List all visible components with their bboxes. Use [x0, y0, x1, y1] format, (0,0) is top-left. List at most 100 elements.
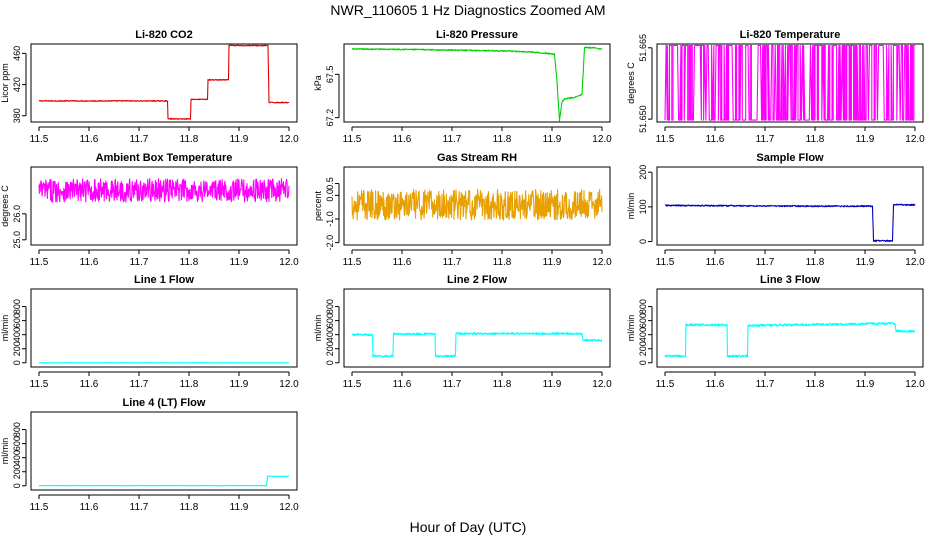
- plot-frame: [30, 288, 298, 368]
- x-tick-label: 11.5: [30, 257, 49, 268]
- chart-panel-5: Gas Stream RH percent 11.5 11.6 11.7 11.8 11.9…: [313, 152, 612, 268]
- figure-title: NWR_110605 1 Hz Diagnostics Zoomed AM: [330, 2, 605, 18]
- y-tick-label: 800: [12, 299, 22, 314]
- x-tick-label: 11.9: [230, 134, 249, 145]
- plot-frame: [343, 288, 611, 368]
- series-group: [664, 321, 916, 358]
- x-tick-label: 11.9: [543, 257, 562, 268]
- x-tick-label: 11.7: [443, 257, 462, 268]
- x-tick-label: 12.0: [905, 134, 925, 145]
- series-group: [664, 44, 915, 121]
- x-tick-label: 11.9: [230, 502, 249, 513]
- plot-frame: [656, 43, 924, 123]
- plot-frame: [30, 43, 298, 123]
- y-tick-label: 800: [325, 299, 335, 314]
- series-line: [38, 178, 290, 203]
- y-axis-label: ml/min: [0, 315, 10, 342]
- series-group: [38, 44, 290, 120]
- panel-title: Line 1 Flow: [134, 274, 194, 286]
- x-tick-label: 11.6: [80, 379, 99, 390]
- y-tick-label: 0.0: [325, 189, 335, 202]
- x-tick-label: 11.7: [443, 134, 462, 145]
- x-tick-label: 11.7: [756, 257, 775, 268]
- x-tick-label: 11.8: [180, 502, 199, 513]
- plot-frame: [656, 288, 924, 368]
- y-tick-label: 26.0: [12, 205, 22, 223]
- x-tick-label: 11.9: [856, 379, 875, 390]
- chart-panel-4: Ambient Box Temperature degrees C 11.5 11.6…: [0, 152, 299, 268]
- panel-title: Line 4 (LT) Flow: [123, 397, 206, 409]
- chart-panel-1: Li-820 CO2 Licor ppm 11.5 11.6 11.7 11.8 11.9 1…: [0, 29, 299, 145]
- y-tick-label: 400: [12, 450, 22, 465]
- series-line: [351, 46, 603, 122]
- panel-grid: Li-820 CO2 Licor ppm 11.5 11.6 11.7 11.8 11.9 1…: [0, 29, 925, 513]
- x-tick-label: 12.0: [905, 379, 925, 390]
- panel-title: Li-820 Pressure: [436, 29, 518, 41]
- x-tick-label: 12.0: [279, 502, 299, 513]
- plot-frame: [30, 166, 298, 246]
- x-tick-label: 11.7: [130, 502, 149, 513]
- x-tick-label: 11.5: [656, 379, 675, 390]
- y-axis-label: ml/min: [313, 315, 323, 342]
- chart-panel-6: Sample Flow ml/min 11.5 11.6 11.7 11.8 11.9 12.…: [626, 152, 925, 268]
- chart-panel-7: Line 1 Flow ml/min 11.5 11.6 11.7 11.8 11.9 12.…: [0, 274, 299, 390]
- x-tick-label: 11.7: [443, 379, 462, 390]
- x-tick-label: 11.6: [80, 502, 99, 513]
- figure-xlabel: Hour of Day (UTC): [410, 519, 527, 535]
- x-tick-label: 11.8: [806, 257, 825, 268]
- series-line: [664, 203, 916, 243]
- x-tick-label: 11.6: [80, 134, 99, 145]
- x-tick-label: 11.9: [230, 257, 249, 268]
- x-tick-label: 11.5: [343, 257, 362, 268]
- x-tick-label: 12.0: [592, 257, 612, 268]
- chart-panel-8: Line 2 Flow ml/min 11.5 11.6 11.7 11.8 11.9 12.…: [313, 274, 612, 390]
- y-tick-label: 0: [638, 239, 648, 244]
- y-axis-label: ml/min: [0, 438, 10, 465]
- series-group: [351, 188, 603, 221]
- series-line: [351, 188, 603, 221]
- x-tick-label: 11.7: [756, 134, 775, 145]
- y-tick-label: 200: [12, 464, 22, 479]
- chart-panel-2: Li-820 Pressure kPa 11.5 11.6 11.7 11.8 11.9 12…: [313, 29, 612, 145]
- y-axis-label: degrees C: [626, 62, 636, 104]
- x-tick-label: 11.6: [393, 134, 412, 145]
- y-tick-label: 400: [12, 327, 22, 342]
- x-tick-label: 11.8: [493, 257, 512, 268]
- x-tick-label: 12.0: [279, 257, 299, 268]
- plot-frame: [656, 166, 924, 246]
- x-tick-label: 12.0: [592, 134, 612, 145]
- x-tick-label: 11.9: [543, 134, 562, 145]
- x-tick-label: 11.5: [30, 502, 49, 513]
- x-tick-label: 11.8: [806, 379, 825, 390]
- x-tick-label: 11.8: [493, 379, 512, 390]
- series-line: [38, 44, 290, 120]
- y-tick-label: 600: [638, 313, 648, 328]
- panel-title: Li-820 CO2: [135, 29, 192, 41]
- y-tick-label: 0.5: [325, 177, 335, 190]
- y-axis-label: ml/min: [626, 193, 636, 220]
- x-tick-label: 11.8: [180, 257, 199, 268]
- x-tick-label: 11.5: [656, 257, 675, 268]
- x-tick-label: 11.8: [806, 134, 825, 145]
- plot-frame: [343, 43, 611, 123]
- x-tick-label: 11.5: [343, 379, 362, 390]
- x-tick-label: 11.6: [393, 257, 412, 268]
- y-tick-label: 67.5: [325, 66, 335, 84]
- y-tick-label: 200: [638, 341, 648, 356]
- y-tick-label: 200: [638, 165, 648, 180]
- y-tick-label: 200: [12, 341, 22, 356]
- plot-frame: [343, 166, 611, 246]
- x-tick-label: 11.6: [80, 257, 99, 268]
- chart-panel-10: Line 4 (LT) Flow ml/min 11.5 11.6 11.7 11.8 11…: [0, 397, 299, 513]
- x-tick-label: 11.6: [706, 379, 725, 390]
- y-tick-label: 51.650: [638, 105, 648, 133]
- x-tick-label: 11.5: [30, 134, 49, 145]
- series-group: [38, 178, 290, 203]
- series-line: [351, 332, 603, 358]
- y-tick-label: 200: [325, 341, 335, 356]
- y-tick-label: 800: [638, 299, 648, 314]
- y-tick-label: -1.0: [325, 211, 335, 227]
- y-tick-label: 0: [12, 483, 22, 488]
- series-line: [664, 44, 915, 121]
